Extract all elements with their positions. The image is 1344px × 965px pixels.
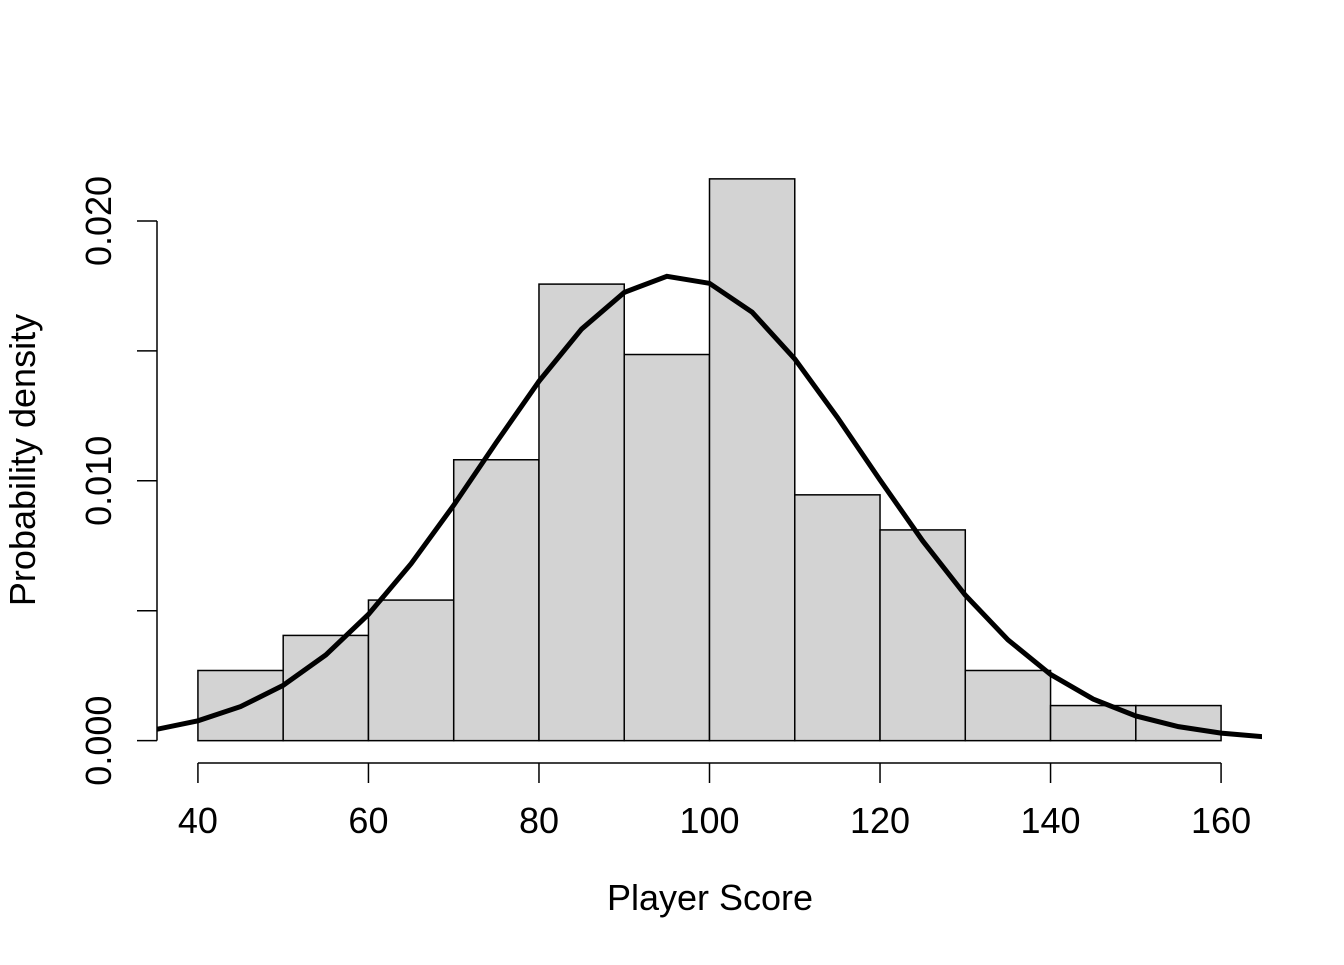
bar bbox=[367, 599, 455, 742]
bar bbox=[538, 283, 625, 742]
x-axis-label: Player Score bbox=[607, 877, 813, 918]
bar bbox=[282, 634, 370, 742]
bar bbox=[794, 494, 881, 742]
bar bbox=[708, 178, 796, 742]
y-tick-label: 0.020 bbox=[78, 176, 119, 266]
bar bbox=[452, 459, 540, 742]
y-tick-label: 0.000 bbox=[78, 696, 119, 786]
y-axis-label: Probability density bbox=[2, 314, 43, 606]
x-tick-label: 60 bbox=[348, 800, 388, 841]
bar bbox=[623, 353, 711, 742]
bar bbox=[964, 669, 1052, 742]
y-tick-label: 0.010 bbox=[78, 436, 119, 526]
x-tick-label: 40 bbox=[178, 800, 218, 841]
bar bbox=[1135, 704, 1222, 742]
x-tick-label: 100 bbox=[679, 800, 739, 841]
density-curve bbox=[157, 273, 1262, 740]
x-tick-label: 120 bbox=[850, 800, 910, 841]
x-tick-label: 140 bbox=[1021, 800, 1081, 841]
x-tick-label: 160 bbox=[1191, 800, 1251, 841]
bar bbox=[879, 529, 967, 742]
x-tick-label: 80 bbox=[519, 800, 559, 841]
